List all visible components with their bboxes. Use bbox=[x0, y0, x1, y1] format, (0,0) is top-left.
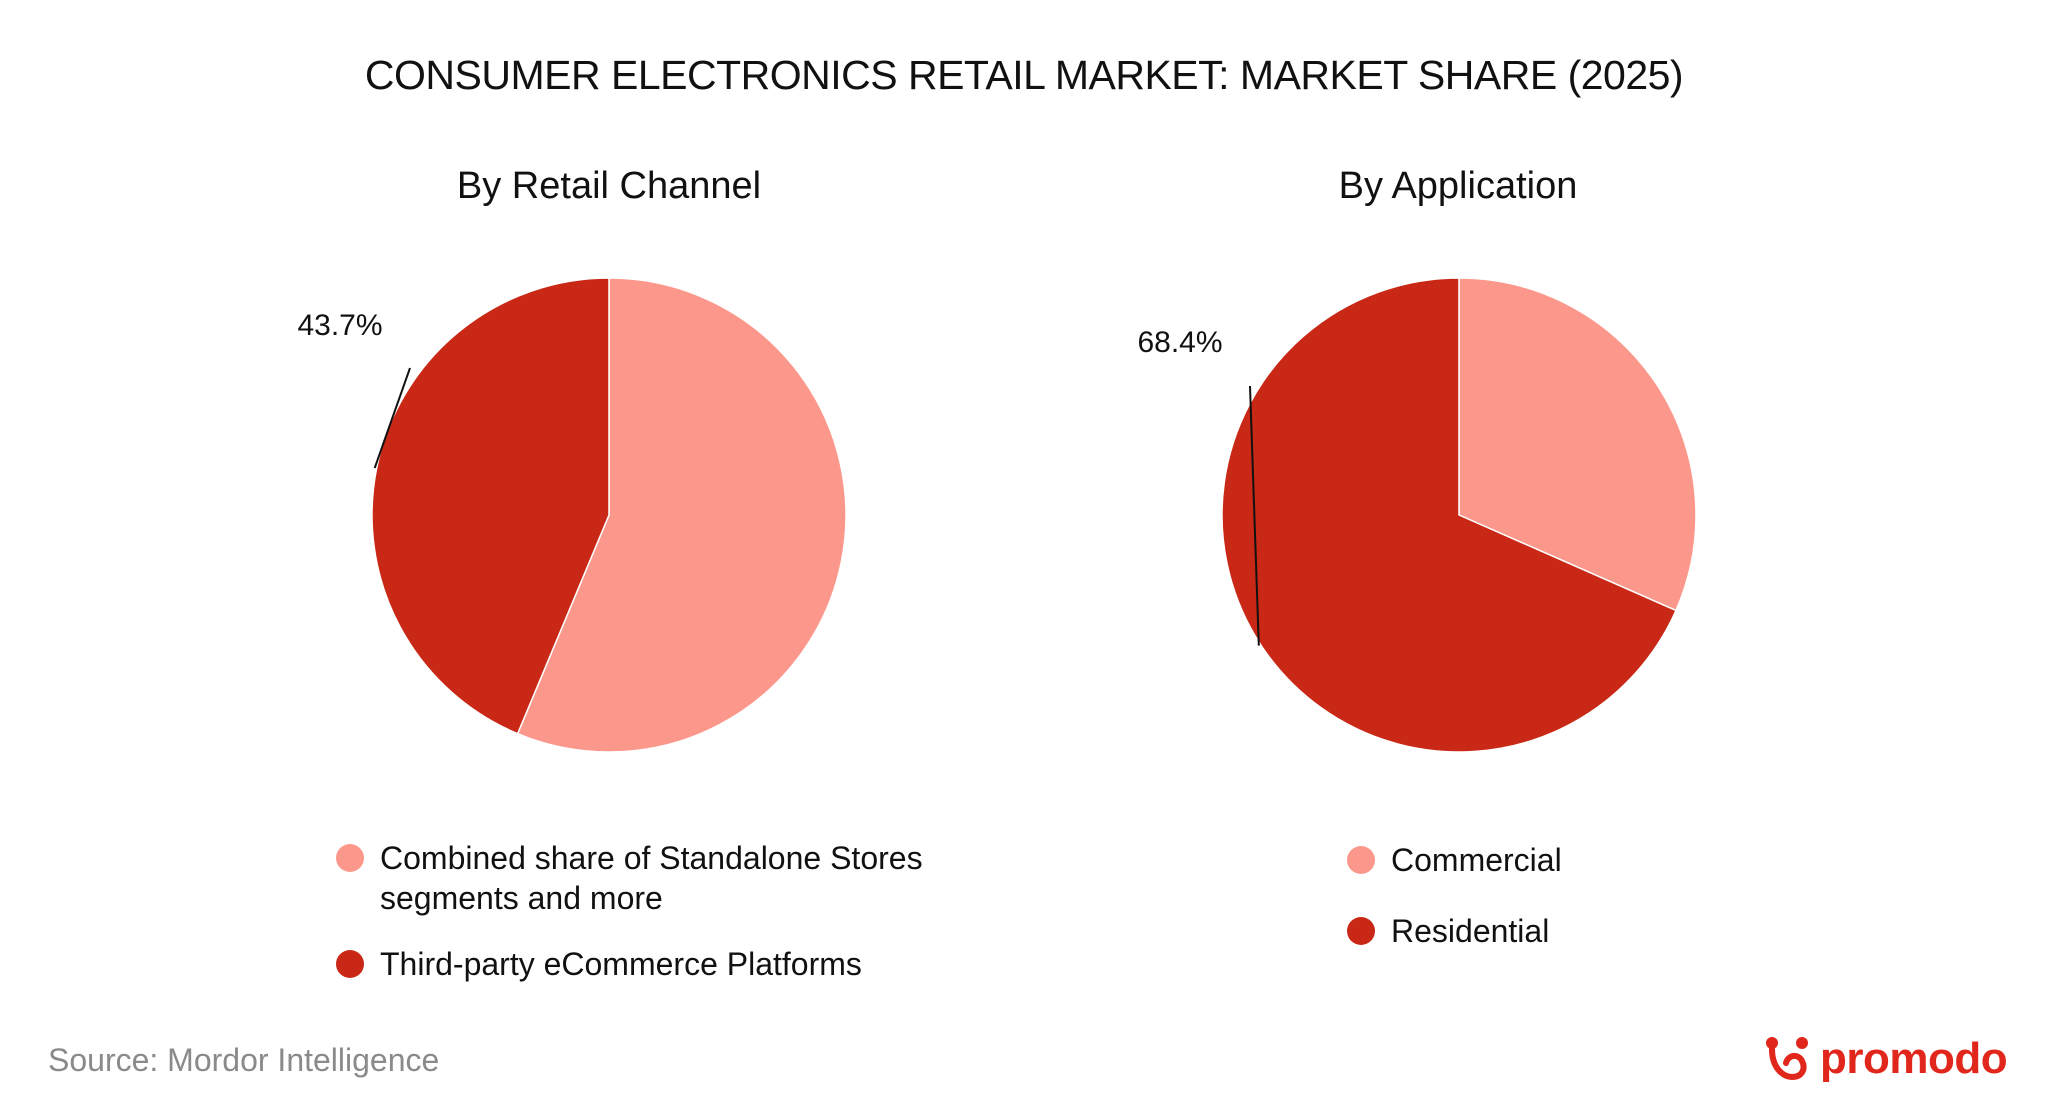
legend-label: Commercial bbox=[1391, 842, 1562, 878]
legend-swatch bbox=[1347, 846, 1375, 874]
legend-item-residential: Residential bbox=[1347, 911, 1991, 951]
legend-label: Residential bbox=[1391, 913, 1550, 949]
source-note: Source: Mordor Intelligence bbox=[48, 1042, 440, 1078]
legend-swatch bbox=[1347, 917, 1375, 945]
pie-retail-channel: 43.7% bbox=[297, 277, 847, 753]
legend-label: Combined share of Standalone Stores segm… bbox=[380, 840, 923, 916]
data-label-0: 43.7% bbox=[297, 309, 382, 342]
data-label-leader-0 bbox=[373, 367, 411, 469]
legend-item-commercial: Commercial bbox=[1347, 840, 1991, 880]
legend-label: Third-party eCommerce Platforms bbox=[380, 946, 862, 982]
pie-slice-0-0 bbox=[516, 277, 847, 753]
pie-slice-0-1 bbox=[371, 277, 610, 735]
brand-logo: promodo bbox=[1762, 1034, 2008, 1084]
pie-title-retail-channel: By Retail Channel bbox=[456, 165, 762, 207]
legend-swatch bbox=[336, 844, 364, 872]
logo-wordmark: promodo bbox=[1820, 1034, 2008, 1083]
data-label-leader-1 bbox=[1249, 385, 1260, 646]
pie-title-application: By Application bbox=[1338, 165, 1578, 207]
pie-slice-1-0 bbox=[1458, 277, 1697, 612]
pie-slice-1-1 bbox=[1221, 277, 1677, 753]
legend-swatch bbox=[336, 950, 364, 978]
data-label-1: 68.4% bbox=[1137, 326, 1222, 359]
chart-title: CONSUMER ELECTRONICS RETAIL MARKET: MARK… bbox=[364, 52, 1684, 98]
promodo-logo-icon bbox=[1766, 1037, 1808, 1081]
legend-item-standalone-stores: Combined share of Standalone Stores segm… bbox=[336, 838, 980, 918]
pie-application: 68.4% bbox=[1137, 277, 1697, 753]
legend-item-ecommerce-platforms: Third-party eCommerce Platforms bbox=[336, 944, 980, 984]
